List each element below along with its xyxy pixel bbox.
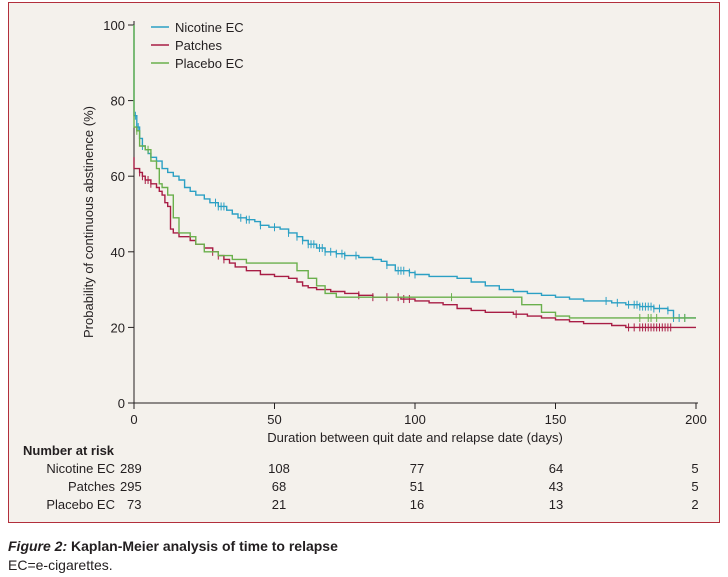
- y-tick-label: 80: [111, 94, 125, 109]
- figure-number: Figure 2:: [8, 538, 68, 554]
- risk-cell: 2: [691, 497, 699, 512]
- risk-cell: 21: [271, 497, 287, 512]
- x-tick-label: 150: [545, 412, 567, 427]
- risk-cell: 43: [548, 479, 564, 494]
- x-tick-label: 0: [130, 412, 137, 427]
- x-tick-label: 50: [267, 412, 281, 427]
- risk-cell: 16: [409, 497, 425, 512]
- kaplan-meier-chart: 0 20 40 60 80 100 0 50 100 150 200 Duration between…: [81, 18, 707, 445]
- risk-cell: 5: [691, 479, 699, 494]
- risk-table-heading: Number at risk: [23, 443, 115, 458]
- x-axis-title: Duration between quit date and relapse d…: [267, 430, 563, 445]
- risk-cell: 51: [409, 479, 425, 494]
- legend: Nicotine EC Patches Placebo EC: [151, 20, 244, 71]
- x-tick-label: 200: [685, 412, 707, 427]
- risk-cell: 64: [548, 461, 564, 476]
- y-axis-title: Probability of continuous abstinence (%): [81, 106, 96, 338]
- y-tick-label: 20: [111, 320, 125, 335]
- legend-label: Placebo EC: [175, 56, 244, 71]
- survival-curve: [133, 157, 696, 329]
- legend-label: Nicotine EC: [175, 20, 244, 35]
- survival-curve: [133, 25, 696, 319]
- series-patches: [133, 157, 696, 332]
- figure-footnote: EC=e-cigarettes.: [8, 557, 113, 573]
- y-tick-label: 100: [103, 18, 125, 33]
- risk-row-first: 295: [120, 479, 142, 494]
- risk-cell: 108: [268, 461, 290, 476]
- series-nicotine-ec: [133, 25, 696, 322]
- series-layer: [133, 25, 696, 332]
- x-tick-label: 100: [404, 412, 426, 427]
- risk-row-label: Placebo EC: [46, 497, 115, 512]
- legend-label: Patches: [175, 38, 222, 53]
- y-tick-label: 60: [111, 169, 125, 184]
- risk-row-first: 289: [120, 461, 142, 476]
- figure-panel: 0 20 40 60 80 100 0 50 100 150 200 Duration between…: [8, 2, 720, 523]
- risk-cell: 68: [271, 479, 287, 494]
- risk-cell: 5: [691, 461, 699, 476]
- risk-cell: 77: [409, 461, 425, 476]
- figure-caption: Figure 2: Kaplan-Meier analysis of time …: [8, 537, 338, 555]
- figure-title: Kaplan-Meier analysis of time to relapse: [67, 538, 338, 554]
- risk-row-label: Nicotine EC: [46, 461, 115, 476]
- risk-row-first: 73: [127, 497, 142, 512]
- axes: 0 20 40 60 80 100 0 50 100 150 200 Duration between…: [81, 18, 707, 445]
- y-tick-label: 40: [111, 245, 125, 260]
- y-tick-label: 0: [118, 396, 125, 411]
- risk-cell: 13: [548, 497, 564, 512]
- risk-row-label: Patches: [68, 479, 115, 494]
- series-placebo-ec: [133, 25, 696, 322]
